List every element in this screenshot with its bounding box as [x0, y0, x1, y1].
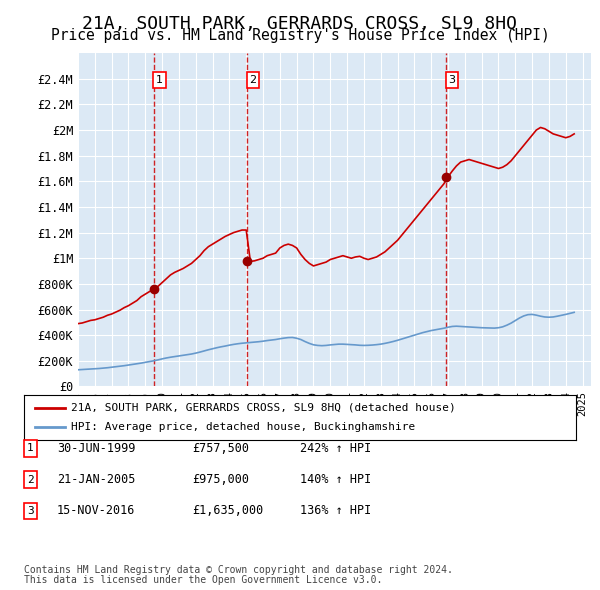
Text: 140% ↑ HPI: 140% ↑ HPI	[300, 473, 371, 486]
Text: 3: 3	[27, 506, 34, 516]
Text: £975,000: £975,000	[192, 473, 249, 486]
Text: 21A, SOUTH PARK, GERRARDS CROSS, SL9 8HQ: 21A, SOUTH PARK, GERRARDS CROSS, SL9 8HQ	[83, 15, 517, 33]
Text: 136% ↑ HPI: 136% ↑ HPI	[300, 504, 371, 517]
Text: 1: 1	[156, 75, 163, 85]
Text: 2: 2	[250, 75, 257, 85]
Text: Price paid vs. HM Land Registry's House Price Index (HPI): Price paid vs. HM Land Registry's House …	[50, 28, 550, 43]
Text: £757,500: £757,500	[192, 442, 249, 455]
Text: 2: 2	[27, 475, 34, 484]
Text: £1,635,000: £1,635,000	[192, 504, 263, 517]
Text: 21-JAN-2005: 21-JAN-2005	[57, 473, 136, 486]
Text: 30-JUN-1999: 30-JUN-1999	[57, 442, 136, 455]
Text: This data is licensed under the Open Government Licence v3.0.: This data is licensed under the Open Gov…	[24, 575, 382, 585]
Text: 3: 3	[449, 75, 455, 85]
Text: 242% ↑ HPI: 242% ↑ HPI	[300, 442, 371, 455]
Text: 15-NOV-2016: 15-NOV-2016	[57, 504, 136, 517]
Text: 21A, SOUTH PARK, GERRARDS CROSS, SL9 8HQ (detached house): 21A, SOUTH PARK, GERRARDS CROSS, SL9 8HQ…	[71, 403, 455, 412]
Text: HPI: Average price, detached house, Buckinghamshire: HPI: Average price, detached house, Buck…	[71, 422, 415, 432]
Text: Contains HM Land Registry data © Crown copyright and database right 2024.: Contains HM Land Registry data © Crown c…	[24, 565, 453, 575]
Text: 1: 1	[27, 444, 34, 453]
